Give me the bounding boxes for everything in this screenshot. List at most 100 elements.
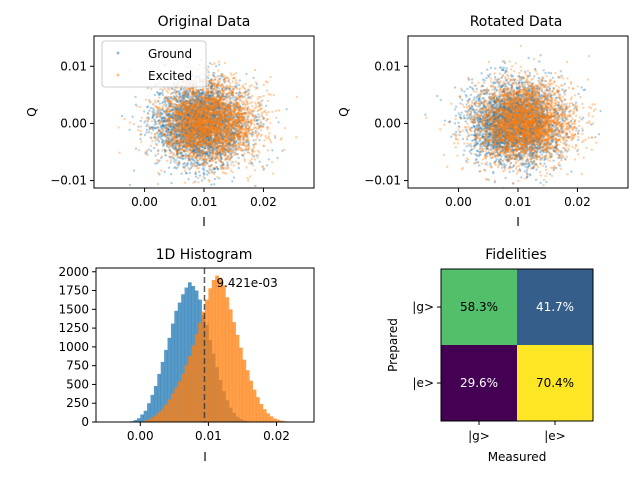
scatter-point [172, 108, 176, 111]
scatter-point [195, 116, 198, 120]
scatter-point [146, 105, 150, 108]
scatter-point [211, 120, 214, 123]
scatter-point [169, 92, 172, 95]
scatter-point [145, 131, 148, 134]
scatter-point [197, 176, 200, 180]
scatter-point [227, 87, 231, 90]
scatter-point [203, 168, 206, 172]
scatter-point [277, 121, 280, 124]
scatter-point [153, 93, 157, 97]
scatter-point [261, 165, 264, 168]
scatter-point [194, 107, 198, 110]
scatter-point [211, 120, 214, 123]
scatter-point [213, 172, 216, 176]
scatter-point [187, 112, 191, 115]
scatter-point [160, 126, 163, 129]
scatter-point [161, 123, 164, 127]
scatter-point [195, 110, 199, 113]
scatter-point [223, 61, 227, 65]
scatter-point [199, 114, 202, 118]
scatter-point [207, 119, 211, 122]
scatter-point [132, 122, 136, 126]
scatter-point [157, 171, 160, 175]
scatter-point [145, 128, 149, 132]
scatter-point [166, 113, 169, 117]
scatter-point [195, 112, 199, 116]
scatter-point [172, 97, 175, 100]
scatter-point [184, 193, 186, 195]
scatter-point [204, 140, 207, 143]
scatter-point [207, 65, 210, 69]
scatter-point [218, 63, 221, 66]
scatter-point [217, 74, 220, 78]
scatter-point [196, 135, 199, 138]
scatter-point [276, 156, 279, 160]
scatter-point [223, 151, 226, 154]
scatter-point [271, 110, 274, 113]
scatter-point [173, 139, 176, 142]
scatter-point [178, 92, 181, 96]
scatter-point [183, 167, 186, 170]
scatter-point [151, 126, 155, 130]
scatter-point [199, 106, 203, 109]
scatter-point [242, 137, 246, 140]
scatter-point [203, 125, 207, 129]
scatter-point [190, 129, 193, 132]
scatter-point [215, 165, 218, 169]
scatter-point [123, 117, 126, 121]
scatter-point [265, 89, 269, 92]
scatter-point [183, 97, 186, 100]
scatter-point [198, 170, 201, 174]
scatter-point [161, 149, 164, 152]
scatter-point [186, 139, 189, 142]
scatter-point [258, 118, 261, 122]
scatter-point [147, 130, 151, 134]
scatter-point [235, 133, 239, 136]
scatter-point [173, 131, 176, 134]
scatter-point [176, 161, 180, 164]
scatter-point [177, 113, 180, 117]
scatter-point [262, 94, 265, 98]
scatter-point [212, 105, 215, 108]
scatter-point [161, 108, 164, 111]
scatter-point [139, 137, 142, 141]
scatter-point [186, 123, 189, 126]
scatter-point [190, 109, 194, 112]
scatter-point [160, 169, 163, 172]
scatter-point [208, 121, 211, 124]
scatter-point [210, 168, 213, 171]
scatter-point [194, 118, 197, 121]
scatter-point [158, 102, 161, 105]
scatter-point [229, 118, 232, 122]
scatter-point [158, 92, 161, 95]
scatter-point [164, 154, 168, 157]
scatter-point [204, 96, 208, 100]
scatter-point [174, 127, 178, 131]
scatter-point [186, 162, 189, 165]
scatter-point [238, 95, 241, 98]
scatter-point [227, 142, 230, 145]
scatter-point [246, 100, 249, 104]
scatter-point [248, 151, 251, 155]
scatter-point [237, 133, 241, 136]
scatter-point [199, 139, 202, 143]
scatter-point [269, 141, 273, 144]
scatter-point [203, 173, 206, 176]
scatter-point [232, 131, 236, 134]
scatter-point [244, 93, 247, 96]
scatter-point [245, 118, 249, 121]
scatter-point [175, 95, 178, 98]
scatter-point [164, 119, 168, 122]
scatter-point [182, 140, 186, 144]
scatter-point [246, 176, 249, 180]
scatter-point [205, 97, 209, 100]
scatter-point [295, 95, 299, 99]
scatter-point [203, 117, 206, 121]
scatter-point [160, 137, 163, 140]
scatter-point [154, 127, 157, 130]
scatter-point [224, 132, 228, 135]
scatter-point [202, 166, 205, 170]
scatter-point [285, 108, 288, 111]
scatter-point [221, 163, 224, 167]
